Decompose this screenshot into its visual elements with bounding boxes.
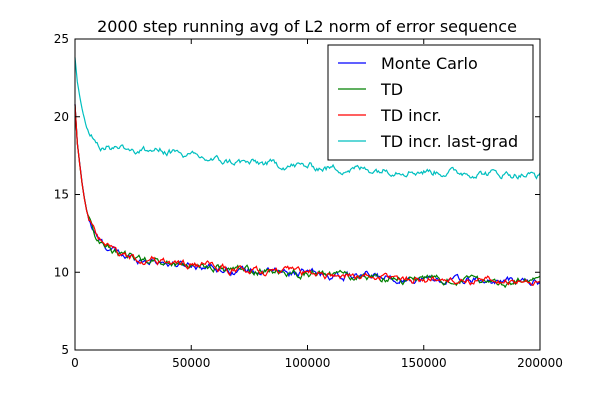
legend-label: TD bbox=[380, 80, 403, 99]
y-tick-label: 15 bbox=[54, 188, 69, 202]
legend-entries: Monte Carlo TD TD incr. TD incr. last-grad bbox=[338, 54, 518, 151]
axes-layer: 0 50000 100000 150000 200000 5 10 15 20 25 bbox=[54, 32, 563, 370]
y-tick-label: 25 bbox=[54, 32, 69, 46]
legend-label: TD incr. last-grad bbox=[380, 132, 518, 151]
legend-label: Monte Carlo bbox=[381, 54, 478, 73]
y-tick-label: 5 bbox=[61, 343, 69, 357]
legend-label: TD incr. bbox=[380, 106, 442, 125]
series-line-td-incr-last-grad bbox=[74, 57, 541, 180]
legend: Monte Carlo TD TD incr. TD incr. last-grad bbox=[327, 44, 534, 161]
x-tick-label: 100000 bbox=[285, 356, 331, 370]
x-tick-label: 200000 bbox=[517, 356, 563, 370]
series-line-td-incr bbox=[74, 104, 541, 287]
x-tick-label: 150000 bbox=[401, 356, 447, 370]
y-tick-label: 20 bbox=[54, 110, 69, 124]
y-tick-label: 10 bbox=[54, 265, 69, 279]
chart-title: 2000 step running avg of L2 norm of erro… bbox=[97, 17, 517, 36]
x-tick-label: 0 bbox=[71, 356, 79, 370]
x-tick-label: 50000 bbox=[172, 356, 210, 370]
series-layer bbox=[74, 57, 541, 289]
